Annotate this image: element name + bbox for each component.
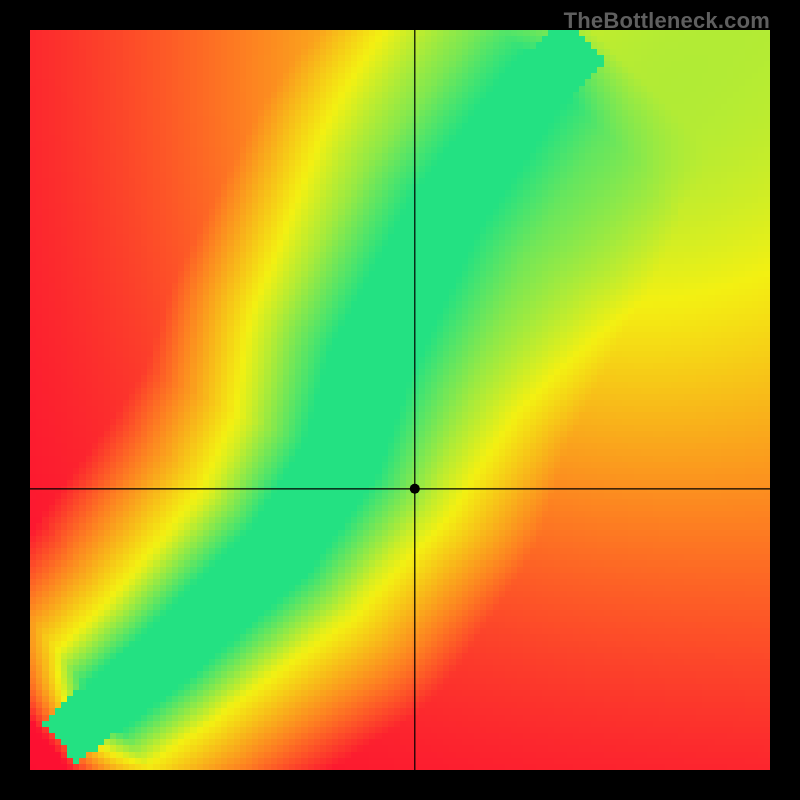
chart-container: TheBottleneck.com xyxy=(0,0,800,800)
watermark-text: TheBottleneck.com xyxy=(564,8,770,34)
heatmap-canvas xyxy=(0,0,800,800)
